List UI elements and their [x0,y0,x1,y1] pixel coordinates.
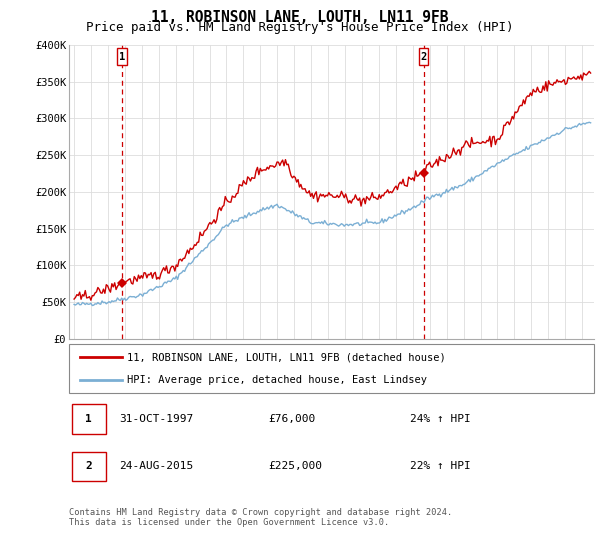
Text: 11, ROBINSON LANE, LOUTH, LN11 9FB: 11, ROBINSON LANE, LOUTH, LN11 9FB [151,10,449,25]
Text: 24-AUG-2015: 24-AUG-2015 [119,461,193,471]
Text: 1: 1 [85,414,92,424]
Text: 24% ↑ HPI: 24% ↑ HPI [410,414,471,424]
FancyBboxPatch shape [419,49,428,64]
FancyBboxPatch shape [71,451,106,481]
Text: Price paid vs. HM Land Registry's House Price Index (HPI): Price paid vs. HM Land Registry's House … [86,21,514,34]
Text: 1: 1 [119,52,125,62]
Text: £76,000: £76,000 [269,414,316,424]
Text: 31-OCT-1997: 31-OCT-1997 [119,414,193,424]
Text: HPI: Average price, detached house, East Lindsey: HPI: Average price, detached house, East… [127,375,427,385]
FancyBboxPatch shape [69,344,594,393]
FancyBboxPatch shape [118,49,127,64]
Text: Contains HM Land Registry data © Crown copyright and database right 2024.
This d: Contains HM Land Registry data © Crown c… [69,508,452,528]
Text: 22% ↑ HPI: 22% ↑ HPI [410,461,471,471]
Text: 11, ROBINSON LANE, LOUTH, LN11 9FB (detached house): 11, ROBINSON LANE, LOUTH, LN11 9FB (deta… [127,352,445,362]
Text: 2: 2 [85,461,92,471]
Text: £225,000: £225,000 [269,461,323,471]
FancyBboxPatch shape [71,404,106,434]
Text: 2: 2 [421,52,427,62]
